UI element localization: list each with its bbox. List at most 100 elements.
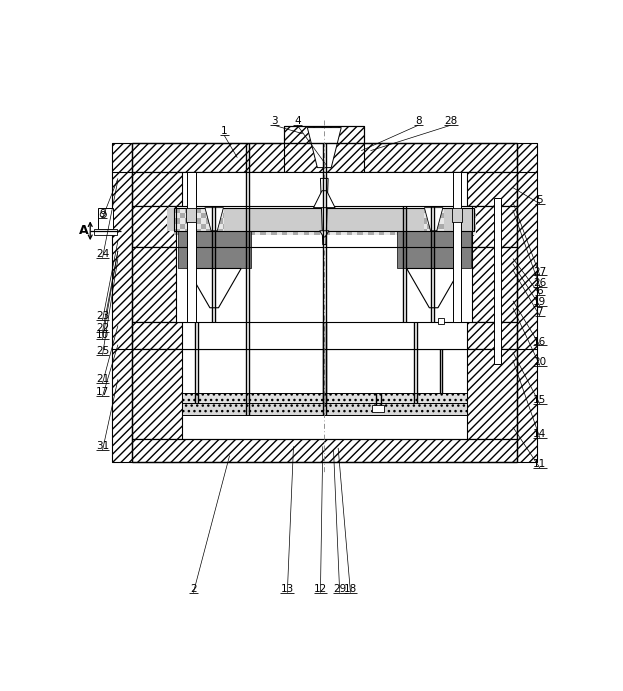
Bar [250, 213, 255, 218]
Text: 9: 9 [99, 209, 106, 219]
Bar [330, 224, 336, 229]
Bar [449, 229, 454, 235]
Bar [417, 229, 422, 235]
Bar [346, 218, 352, 224]
Bar [266, 213, 271, 218]
Bar [384, 224, 390, 229]
Bar [314, 213, 320, 218]
Bar [454, 208, 460, 213]
Bar [460, 224, 465, 229]
Bar [234, 224, 239, 229]
Bar [234, 213, 239, 218]
Bar [422, 229, 427, 235]
Bar [206, 229, 212, 235]
Bar [293, 208, 298, 213]
Bar [244, 208, 250, 213]
Text: 23: 23 [96, 311, 109, 321]
Bar [132, 439, 517, 462]
Bar [234, 218, 239, 224]
Text: 25: 25 [96, 346, 109, 356]
Polygon shape [205, 208, 224, 231]
Bar [282, 208, 287, 213]
Bar [384, 229, 390, 235]
Bar [411, 224, 417, 229]
Bar [222, 224, 228, 229]
Bar [411, 213, 417, 218]
Bar [293, 218, 298, 224]
Bar [185, 229, 190, 235]
Bar [449, 208, 454, 213]
Bar [384, 208, 390, 213]
Bar [336, 224, 341, 229]
Bar [298, 229, 303, 235]
Bar [260, 229, 266, 235]
Bar [182, 404, 467, 415]
Bar [182, 393, 467, 404]
Bar [293, 229, 298, 235]
Bar [132, 247, 517, 321]
Bar [449, 213, 454, 218]
Bar [260, 208, 266, 213]
Bar [438, 218, 444, 224]
Bar [384, 213, 390, 218]
Bar [433, 208, 438, 213]
Bar [395, 213, 401, 218]
Bar [196, 213, 201, 218]
Bar [395, 229, 401, 235]
Bar [174, 229, 179, 235]
Bar [179, 229, 185, 235]
Bar [417, 224, 422, 229]
Bar [363, 229, 368, 235]
Bar [314, 229, 320, 235]
Bar [277, 218, 282, 224]
Bar [453, 172, 462, 321]
Bar [132, 206, 517, 247]
Bar [346, 224, 352, 229]
Bar [330, 218, 336, 224]
Bar [470, 208, 476, 213]
Polygon shape [320, 178, 328, 245]
Bar [222, 229, 228, 235]
Bar [206, 224, 212, 229]
Bar [422, 224, 427, 229]
Bar [427, 213, 433, 218]
Bar [465, 208, 470, 213]
Polygon shape [424, 208, 443, 231]
Text: A: A [78, 225, 88, 237]
Bar [352, 224, 358, 229]
Bar [217, 218, 222, 224]
Bar [358, 229, 363, 235]
Bar [314, 208, 320, 213]
Bar [255, 213, 260, 218]
Bar [244, 224, 250, 229]
Text: 1: 1 [221, 126, 227, 136]
Bar [314, 218, 320, 224]
Text: 7: 7 [536, 307, 543, 317]
Text: 19: 19 [533, 297, 546, 307]
Bar [444, 213, 449, 218]
Bar [234, 229, 239, 235]
Bar [293, 213, 298, 218]
Bar [212, 208, 217, 213]
Bar [282, 218, 287, 224]
Bar [176, 206, 472, 247]
Polygon shape [397, 247, 470, 269]
Bar [287, 213, 293, 218]
Polygon shape [407, 269, 460, 307]
Bar [255, 208, 260, 213]
Bar [228, 213, 234, 218]
Bar [277, 229, 282, 235]
Bar [363, 208, 368, 213]
Text: 11: 11 [533, 459, 546, 469]
Bar [190, 229, 196, 235]
Bar [470, 229, 476, 235]
Polygon shape [397, 231, 470, 247]
Bar [341, 229, 346, 235]
Bar [212, 224, 217, 229]
Text: 26: 26 [533, 278, 546, 288]
Bar [454, 218, 460, 224]
Bar [427, 208, 433, 213]
Bar [224, 208, 424, 231]
Bar [186, 208, 196, 222]
Bar [132, 143, 517, 172]
